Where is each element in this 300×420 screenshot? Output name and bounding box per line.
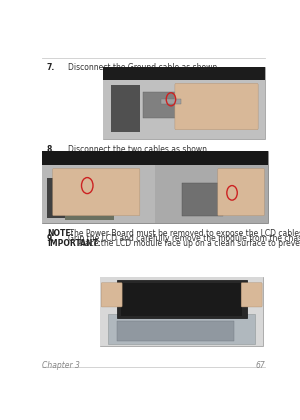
Bar	[100, 277, 263, 346]
Bar	[42, 151, 155, 165]
Bar	[100, 277, 263, 346]
Text: 8.: 8.	[47, 145, 55, 154]
Text: The Power Board must be removed to expose the LCD cables.: The Power Board must be removed to expos…	[67, 229, 300, 238]
Bar	[111, 85, 140, 132]
Text: Grip the LCD and carefully remove the module from the chassis.: Grip the LCD and carefully remove the mo…	[68, 234, 300, 243]
FancyBboxPatch shape	[175, 84, 258, 130]
FancyBboxPatch shape	[53, 168, 140, 215]
FancyBboxPatch shape	[101, 283, 122, 307]
Bar	[155, 151, 268, 165]
Bar	[117, 280, 247, 318]
Bar	[47, 178, 69, 218]
Bar	[42, 151, 155, 223]
Text: Place the LCD module face up on a clean surface to prevent scratching or damage.: Place the LCD module face up on a clean …	[78, 239, 300, 248]
Bar	[103, 80, 266, 139]
Bar	[108, 314, 255, 344]
Bar	[161, 99, 181, 105]
Text: Chapter 3: Chapter 3	[42, 361, 80, 370]
Text: 9.: 9.	[47, 234, 55, 243]
Text: IMPORTANT:: IMPORTANT:	[47, 239, 100, 248]
Text: 67: 67	[256, 361, 266, 370]
Text: Disconnect the two cables as shown.: Disconnect the two cables as shown.	[68, 145, 209, 154]
FancyBboxPatch shape	[218, 168, 264, 215]
FancyBboxPatch shape	[241, 283, 262, 307]
Bar	[103, 66, 266, 80]
Bar	[117, 321, 234, 341]
Text: 7.: 7.	[47, 63, 55, 72]
Text: NOTE:: NOTE:	[47, 229, 74, 238]
Bar	[122, 283, 242, 316]
Bar	[182, 184, 223, 216]
Bar	[103, 66, 266, 139]
Bar	[65, 180, 114, 220]
Bar	[155, 151, 268, 223]
Text: Disconnect the Ground cable as shown.: Disconnect the Ground cable as shown.	[68, 63, 219, 72]
Bar	[143, 92, 176, 118]
Bar	[42, 151, 268, 223]
